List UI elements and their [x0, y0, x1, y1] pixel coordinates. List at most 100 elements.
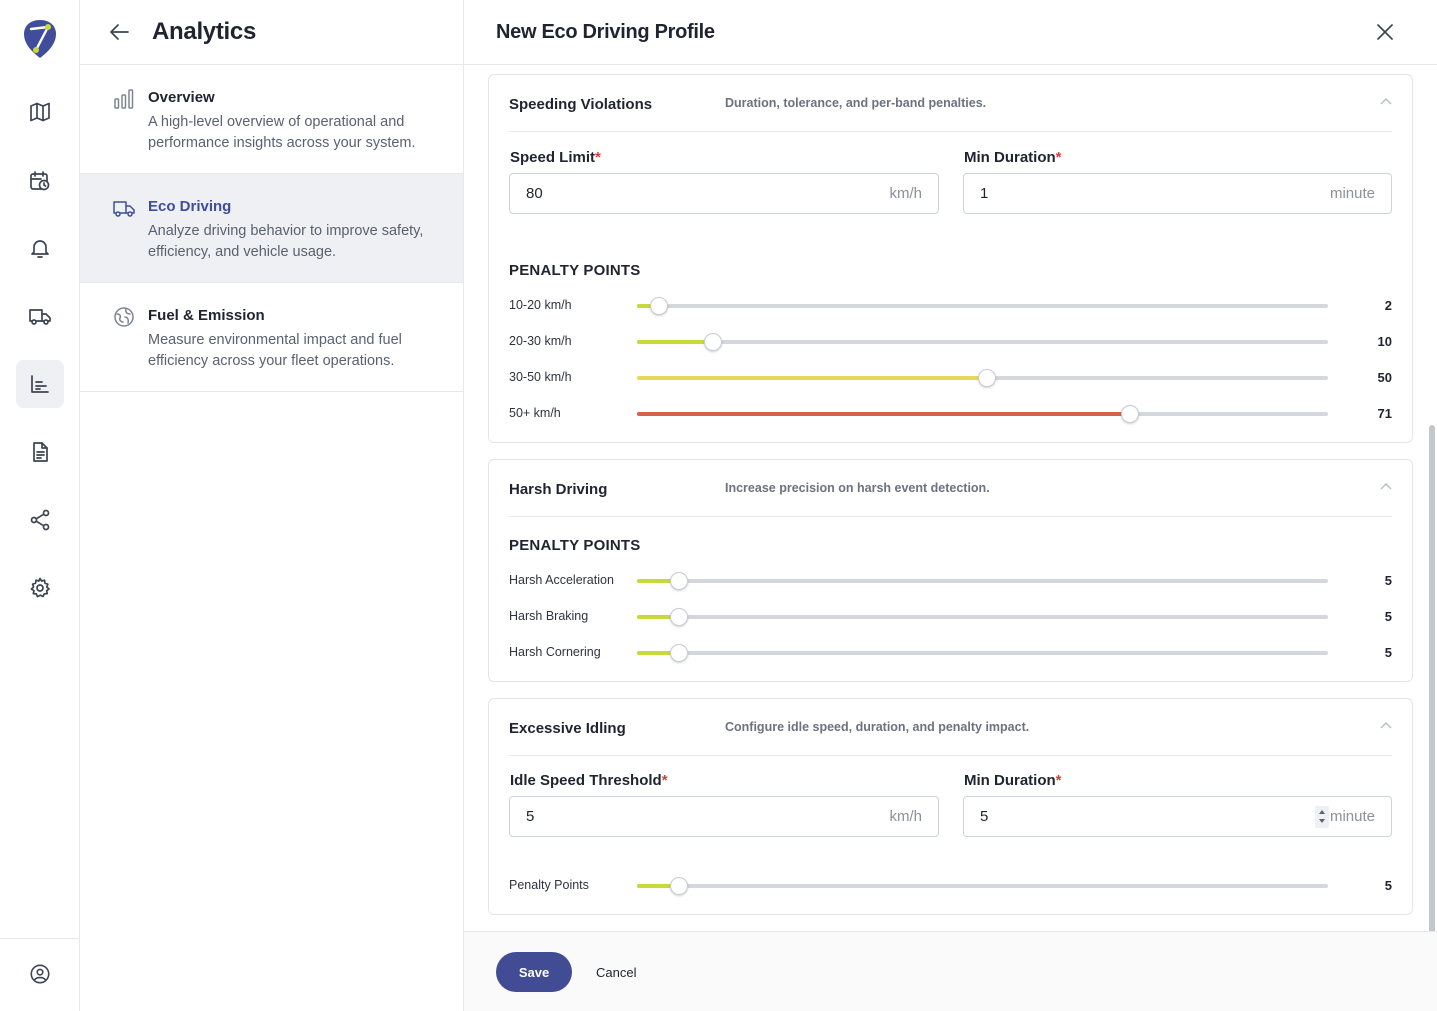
nav-header: Analytics	[80, 0, 463, 65]
speed-limit-input[interactable]: 80 km/h	[509, 173, 939, 214]
slider-track[interactable]	[637, 608, 1328, 626]
card-subtitle: Duration, tolerance, and per-band penalt…	[725, 96, 987, 110]
slider-value: 5	[1384, 573, 1392, 588]
speed-limit-unit: km/h	[889, 185, 922, 202]
globe-leaf-icon	[112, 305, 136, 329]
panel-header: New Eco Driving Profile	[464, 0, 1437, 65]
schedule-nav-button[interactable]	[16, 157, 64, 205]
idle-min-duration-label: Min Duration*	[964, 772, 1062, 789]
settings-nav-button[interactable]	[16, 564, 64, 612]
analytics-nav-button[interactable]	[16, 360, 64, 408]
card-subtitle: Increase precision on harsh event detect…	[725, 481, 990, 495]
min-duration-unit: minute	[1329, 185, 1375, 202]
share-icon	[30, 509, 50, 531]
document-icon	[33, 442, 48, 462]
excessive-idling-card: Excessive Idling Configure idle speed, d…	[488, 698, 1413, 915]
penalty-slider-row: Harsh Acceleration 5	[509, 571, 1392, 591]
gear-icon	[30, 577, 50, 598]
nav-item-fuel-emission[interactable]: Fuel & Emission Measure environmental im…	[80, 283, 463, 392]
slider-track[interactable]	[637, 333, 1328, 351]
reports-nav-button[interactable]	[16, 428, 64, 476]
card-header[interactable]: Harsh Driving Increase precision on hars…	[509, 460, 1392, 517]
card-header[interactable]: Speeding Violations Duration, tolerance,…	[509, 75, 1392, 132]
card-header[interactable]: Excessive Idling Configure idle speed, d…	[509, 699, 1392, 756]
slider-thumb[interactable]	[977, 369, 996, 387]
truck-icon	[112, 196, 136, 220]
slider-fill	[637, 579, 680, 583]
slider-label: 50+ km/h	[509, 406, 561, 420]
slider-label: 10-20 km/h	[509, 298, 572, 312]
share-nav-button[interactable]	[16, 496, 64, 544]
slider-track[interactable]	[637, 644, 1328, 662]
slider-thumb[interactable]	[670, 644, 689, 662]
min-duration-input[interactable]: 1 minute	[963, 173, 1392, 214]
chevron-up-icon[interactable]	[1380, 718, 1392, 729]
bar-chart-icon	[112, 87, 136, 111]
arrow-left-icon	[110, 24, 129, 40]
slider-thumb[interactable]	[704, 333, 723, 351]
idle-speed-label: Idle Speed Threshold*	[510, 772, 668, 789]
nav-item-overview[interactable]: Overview A high-level overview of operat…	[80, 65, 463, 174]
slider-thumb[interactable]	[670, 572, 689, 590]
nav-item-title: Eco Driving	[148, 198, 232, 215]
user-circle-icon	[30, 964, 50, 984]
slider-value: 71	[1377, 406, 1392, 421]
slider-label: Penalty Points	[509, 878, 589, 892]
slider-track[interactable]	[637, 877, 1328, 895]
nav-item-title: Overview	[148, 89, 215, 106]
app-logo-icon[interactable]	[22, 18, 58, 60]
truck-icon	[29, 309, 51, 325]
form-scroll-area[interactable]: Speeding Violations Duration, tolerance,…	[464, 65, 1437, 931]
chevron-up-icon[interactable]	[1380, 479, 1392, 490]
number-stepper-icon[interactable]	[1315, 806, 1329, 828]
slider-track[interactable]	[637, 405, 1328, 423]
back-button[interactable]	[108, 20, 132, 44]
fleet-nav-button[interactable]	[16, 292, 64, 340]
idle-min-duration-unit: minute	[1329, 808, 1375, 825]
penalty-slider-row: 20-30 km/h 10	[509, 332, 1392, 352]
slider-fill	[637, 615, 680, 619]
nav-item-title: Fuel & Emission	[148, 307, 265, 324]
nav-title: Analytics	[152, 18, 257, 45]
min-duration-value: 1	[980, 185, 989, 202]
slider-track[interactable]	[637, 572, 1328, 590]
slider-label: Harsh Acceleration	[509, 573, 614, 587]
min-duration-label: Min Duration*	[964, 149, 1062, 166]
alerts-nav-button[interactable]	[16, 224, 64, 272]
cancel-button[interactable]: Cancel	[586, 952, 646, 992]
speed-limit-label: Speed Limit*	[510, 149, 601, 166]
penalty-slider-row: 50+ km/h 71	[509, 404, 1392, 424]
slider-fill	[637, 884, 680, 888]
slider-thumb[interactable]	[649, 297, 668, 315]
slider-label: 20-30 km/h	[509, 334, 572, 348]
scrollbar-thumb[interactable]	[1429, 425, 1435, 931]
penalty-slider-row: 10-20 km/h 2	[509, 296, 1392, 316]
close-button[interactable]	[1373, 20, 1397, 44]
chevron-up-icon[interactable]	[1380, 94, 1392, 105]
nav-item-eco-driving[interactable]: Eco Driving Analyze driving behavior to …	[80, 174, 463, 283]
card-title: Speeding Violations	[509, 96, 653, 113]
slider-thumb[interactable]	[670, 877, 689, 895]
card-title: Harsh Driving	[509, 481, 608, 498]
icon-rail	[0, 0, 80, 1011]
penalty-slider-row: Penalty Points 5	[509, 876, 1392, 896]
idle-min-duration-value: 5	[980, 808, 989, 825]
slider-track[interactable]	[637, 297, 1328, 315]
nav-item-description: Analyze driving behavior to improve safe…	[148, 223, 424, 260]
idle-speed-unit: km/h	[889, 808, 922, 825]
slider-track[interactable]	[637, 369, 1328, 387]
profile-form-panel: New Eco Driving Profile Speeding Violati…	[464, 0, 1437, 1011]
slider-fill	[637, 376, 987, 380]
slider-thumb[interactable]	[670, 608, 689, 626]
profile-nav-button[interactable]	[16, 950, 64, 998]
idle-speed-input[interactable]: 5 km/h	[509, 796, 939, 837]
save-button[interactable]: Save	[496, 952, 572, 992]
penalty-slider-row: Harsh Cornering 5	[509, 643, 1392, 663]
slider-value: 5	[1384, 878, 1392, 893]
harsh-driving-card: Harsh Driving Increase precision on hars…	[488, 459, 1413, 682]
slider-thumb[interactable]	[1120, 405, 1139, 423]
slider-value: 50	[1377, 370, 1392, 385]
card-title: Excessive Idling	[509, 720, 626, 737]
map-nav-button[interactable]	[16, 88, 64, 136]
idle-min-duration-input[interactable]: 5 minute	[963, 796, 1392, 837]
